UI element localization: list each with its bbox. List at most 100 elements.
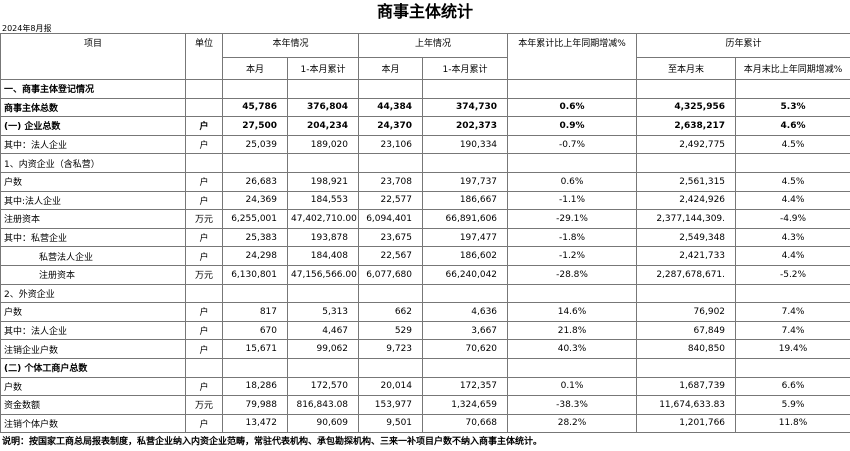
table-cell: 14.6%	[508, 303, 637, 322]
table-cell	[223, 284, 288, 303]
table-cell: 4.5%	[736, 135, 850, 154]
row-label: 1、内资企业（含私营）	[1, 154, 186, 173]
table-cell: 76,902	[637, 303, 736, 322]
table-cell: 5.3%	[736, 98, 850, 117]
table-cell: 24,298	[223, 247, 288, 266]
table-cell: 26,683	[223, 172, 288, 191]
table-cell: 0.6%	[508, 172, 637, 191]
header-cell: 本月	[223, 58, 288, 80]
row-label: 资金数额	[1, 396, 186, 415]
row-label: 注销企业户数	[1, 340, 186, 359]
title: 商事主体统计	[0, 0, 850, 24]
table-cell	[288, 154, 359, 173]
table-cell: 0.1%	[508, 377, 637, 396]
table-cell: 户	[186, 303, 223, 322]
table-cell	[637, 80, 736, 99]
table-cell: 25,383	[223, 228, 288, 247]
header-cell: 历年累计	[637, 34, 850, 58]
table-cell: 25,039	[223, 135, 288, 154]
table-cell: 0.6%	[508, 98, 637, 117]
table-cell: 20,014	[359, 377, 423, 396]
row-label: 户数	[1, 377, 186, 396]
table-cell: 28.2%	[508, 414, 637, 433]
table-cell: 24,370	[359, 117, 423, 136]
table-cell: 22,577	[359, 191, 423, 210]
table-cell	[288, 80, 359, 99]
header-cell: 1-本月累计	[288, 58, 359, 80]
table-cell: 2,561,315	[637, 172, 736, 191]
table-cell: 67,849	[637, 321, 736, 340]
table-cell: 5.9%	[736, 396, 850, 415]
table-cell	[423, 154, 508, 173]
table-cell: 376,804	[288, 98, 359, 117]
table-cell: 18,286	[223, 377, 288, 396]
table-cell: 2,424,926	[637, 191, 736, 210]
table-cell: 7.4%	[736, 321, 850, 340]
header-cell: 本年情况	[223, 34, 359, 58]
table-cell: 197,477	[423, 228, 508, 247]
table-cell: 24,369	[223, 191, 288, 210]
table-cell: 817	[223, 303, 288, 322]
table-cell: 99,062	[288, 340, 359, 359]
table-cell: 23,675	[359, 228, 423, 247]
table-cell	[288, 284, 359, 303]
header-cell: 本月	[359, 58, 423, 80]
table-cell: 21.8%	[508, 321, 637, 340]
table-cell: -1.8%	[508, 228, 637, 247]
table-cell: 184,553	[288, 191, 359, 210]
table-cell: 11.8%	[736, 414, 850, 433]
table-cell: -29.1%	[508, 210, 637, 229]
table-cell: 23,708	[359, 172, 423, 191]
table-cell: 186,667	[423, 191, 508, 210]
row-label: 户数	[1, 172, 186, 191]
table-cell	[359, 80, 423, 99]
table-cell	[423, 80, 508, 99]
table-cell: 4,467	[288, 321, 359, 340]
table-cell: 万元	[186, 396, 223, 415]
row-label: 商事主体总数	[1, 98, 186, 117]
table-cell: 529	[359, 321, 423, 340]
table-cell	[223, 358, 288, 377]
table-cell: 15,671	[223, 340, 288, 359]
header-cell: 单位	[186, 34, 223, 80]
table-cell: 374,730	[423, 98, 508, 117]
table-cell: 45,786	[223, 98, 288, 117]
table-cell: 19.4%	[736, 340, 850, 359]
header-cell: 本月末比上年同期增减%	[736, 58, 850, 80]
table-cell: -38.3%	[508, 396, 637, 415]
table-cell: 户	[186, 135, 223, 154]
table-cell: -28.8%	[508, 265, 637, 284]
table-cell: 70,668	[423, 414, 508, 433]
table-cell: 840,850	[637, 340, 736, 359]
table-cell: 户	[186, 172, 223, 191]
table-row: (二) 个体工商户总数	[1, 358, 850, 377]
table-cell: 户	[186, 414, 223, 433]
table-cell: 11,674,633.83	[637, 396, 736, 415]
header-cell: 1-本月累计	[423, 58, 508, 80]
table-cell	[637, 284, 736, 303]
table-cell: 7.4%	[736, 303, 850, 322]
table-cell: 22,567	[359, 247, 423, 266]
table-cell	[423, 358, 508, 377]
table-cell: 1,324,659	[423, 396, 508, 415]
table-cell	[288, 358, 359, 377]
table-cell: 户	[186, 340, 223, 359]
table-cell: 47,156,566.00	[288, 265, 359, 284]
table-cell: 万元	[186, 265, 223, 284]
table-cell	[186, 358, 223, 377]
table-cell	[637, 358, 736, 377]
table-cell: 6,130,801	[223, 265, 288, 284]
table-cell: 40.3%	[508, 340, 637, 359]
table-cell: 户	[186, 117, 223, 136]
table-cell: 197,737	[423, 172, 508, 191]
table-cell: 662	[359, 303, 423, 322]
